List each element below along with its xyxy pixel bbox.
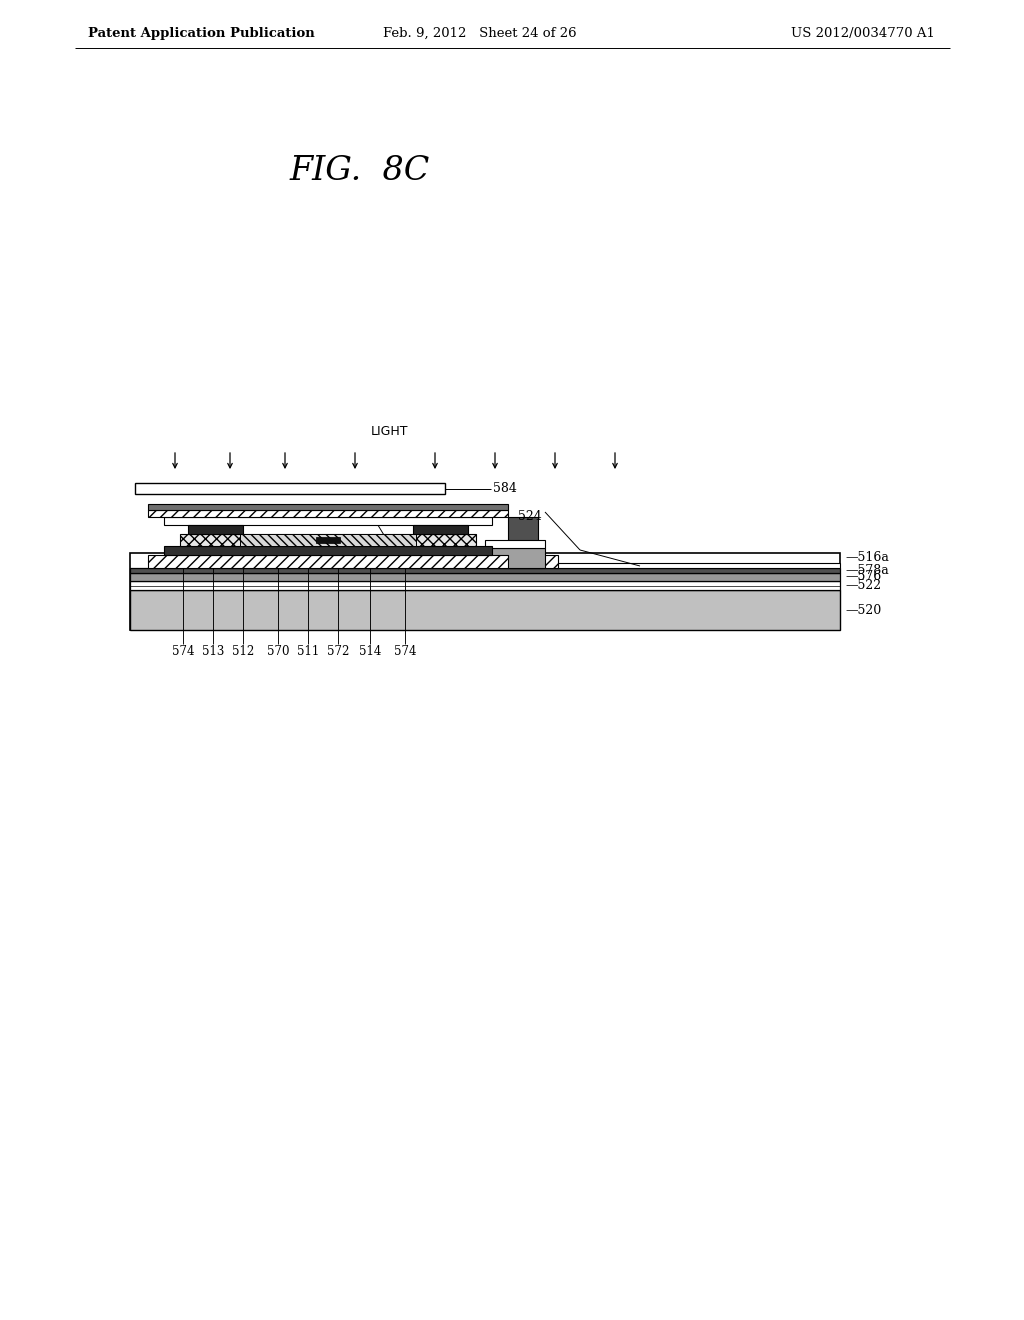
Bar [508,554,558,568]
Bar [130,568,840,573]
Text: 570: 570 [266,645,289,657]
Text: LIGHT: LIGHT [372,425,409,438]
Bar [148,554,508,568]
Bar [180,535,476,546]
Text: —578a: —578a [845,564,889,577]
Text: —516a: —516a [845,550,889,564]
Bar [130,590,840,630]
Text: 572: 572 [327,645,349,657]
Text: 574: 574 [172,645,195,657]
Text: 574: 574 [394,645,416,657]
Text: Feb. 9, 2012   Sheet 24 of 26: Feb. 9, 2012 Sheet 24 of 26 [383,26,577,40]
Bar [240,535,416,546]
Text: 514: 514 [358,645,381,657]
Text: —522: —522 [845,579,881,591]
Text: 511: 511 [297,645,319,657]
Bar [316,537,340,543]
Bar [130,553,840,630]
Text: 512: 512 [231,645,254,657]
Bar [130,573,840,581]
Bar [508,517,538,554]
Bar [485,540,545,548]
Bar [148,504,508,510]
Bar [130,581,840,590]
Bar [188,525,243,535]
Bar [490,548,545,568]
Text: 584: 584 [493,482,517,495]
Text: 526: 526 [358,510,382,523]
Text: —520: —520 [845,603,882,616]
Text: FIG.  8C: FIG. 8C [290,154,430,187]
Text: —576: —576 [845,570,882,583]
Bar [413,525,468,535]
Bar [508,546,538,554]
Text: Patent Application Publication: Patent Application Publication [88,26,314,40]
Bar [135,483,445,494]
Text: 513: 513 [202,645,224,657]
Text: 524: 524 [518,510,542,523]
Bar [164,546,492,554]
Bar [164,517,492,525]
Text: US 2012/0034770 A1: US 2012/0034770 A1 [792,26,935,40]
Bar [148,510,508,517]
Bar [500,564,840,568]
